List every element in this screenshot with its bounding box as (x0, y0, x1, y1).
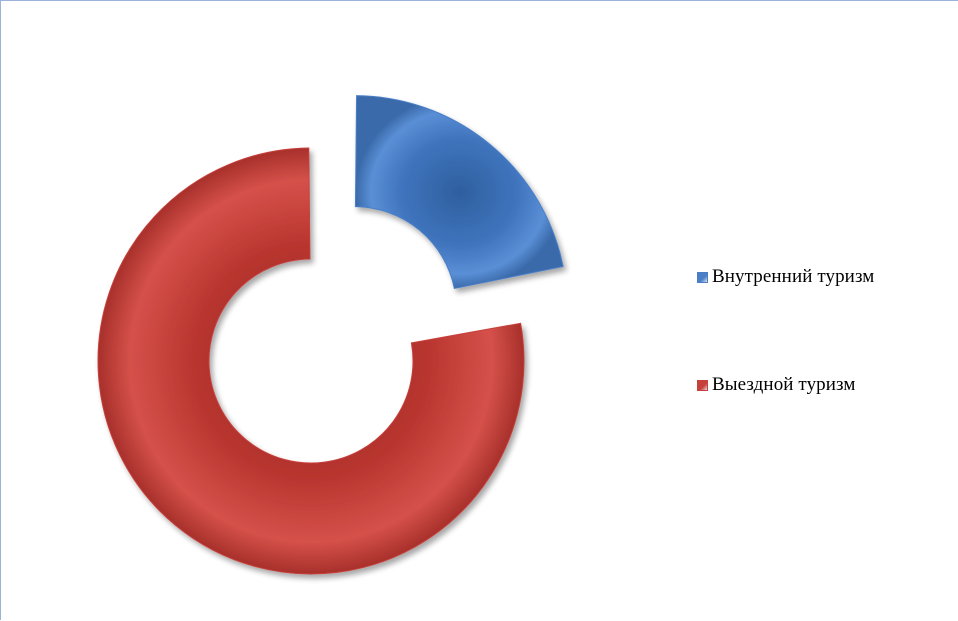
legend-label-outbound: Выездной туризм (712, 374, 856, 395)
legend-item-outbound: Выездной туризм (697, 371, 957, 399)
legend-swatch-domestic (697, 271, 708, 283)
legend-label-domestic: Внутренний туризм (712, 266, 875, 287)
slice-domestic-tourism (354, 95, 564, 290)
slice-outbound-tourism (97, 147, 525, 575)
legend-item-domestic: Внутренний туризм (697, 263, 957, 291)
legend-swatch-outbound (697, 379, 708, 391)
legend: Внутренний туризм Выездной туризм (697, 263, 957, 479)
donut-slices (97, 95, 564, 575)
